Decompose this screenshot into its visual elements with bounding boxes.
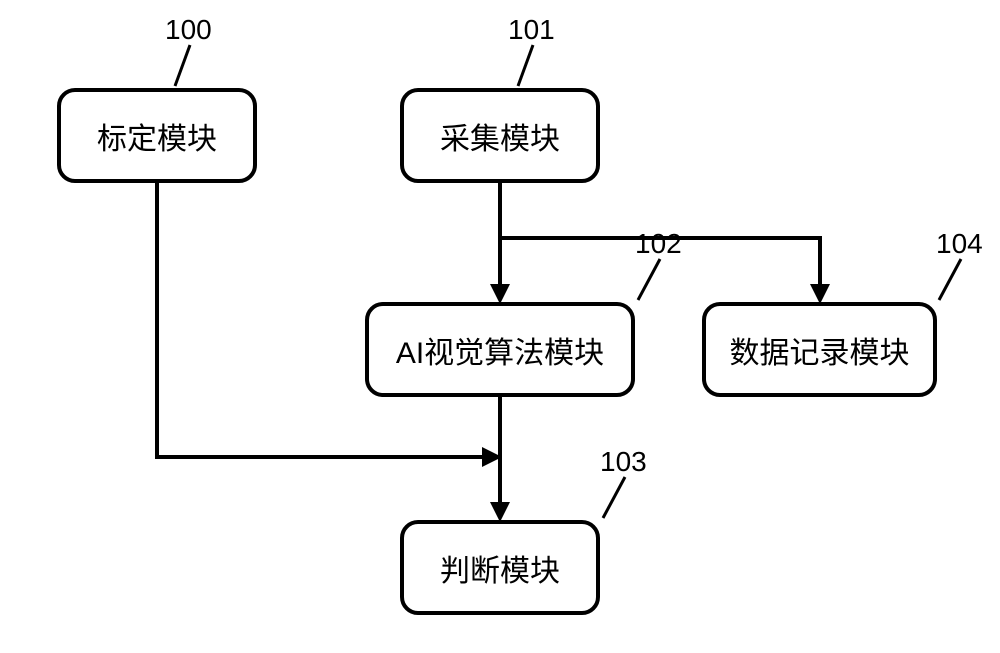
node-label: 判断模块: [440, 546, 560, 590]
node-label: AI视觉算法模块: [396, 328, 604, 372]
node-data-recording-module: 数据记录模块: [702, 302, 937, 397]
ref-label-100: 100: [165, 14, 212, 46]
node-label: 标定模块: [97, 114, 217, 158]
node-ai-vision-algorithm-module: AI视觉算法模块: [365, 302, 635, 397]
node-label: 数据记录模块: [730, 328, 910, 372]
ref-label-101: 101: [508, 14, 555, 46]
ref-label-102: 102: [635, 228, 682, 260]
node-judgment-module: 判断模块: [400, 520, 600, 615]
node-calibration-module: 标定模块: [57, 88, 257, 183]
node-acquisition-module: 采集模块: [400, 88, 600, 183]
ref-label-104: 104: [936, 228, 983, 260]
diagram-canvas: 标定模块 采集模块 AI视觉算法模块 判断模块 数据记录模块 100 101 1…: [0, 0, 1000, 653]
ref-label-103: 103: [600, 446, 647, 478]
node-label: 采集模块: [440, 114, 560, 158]
